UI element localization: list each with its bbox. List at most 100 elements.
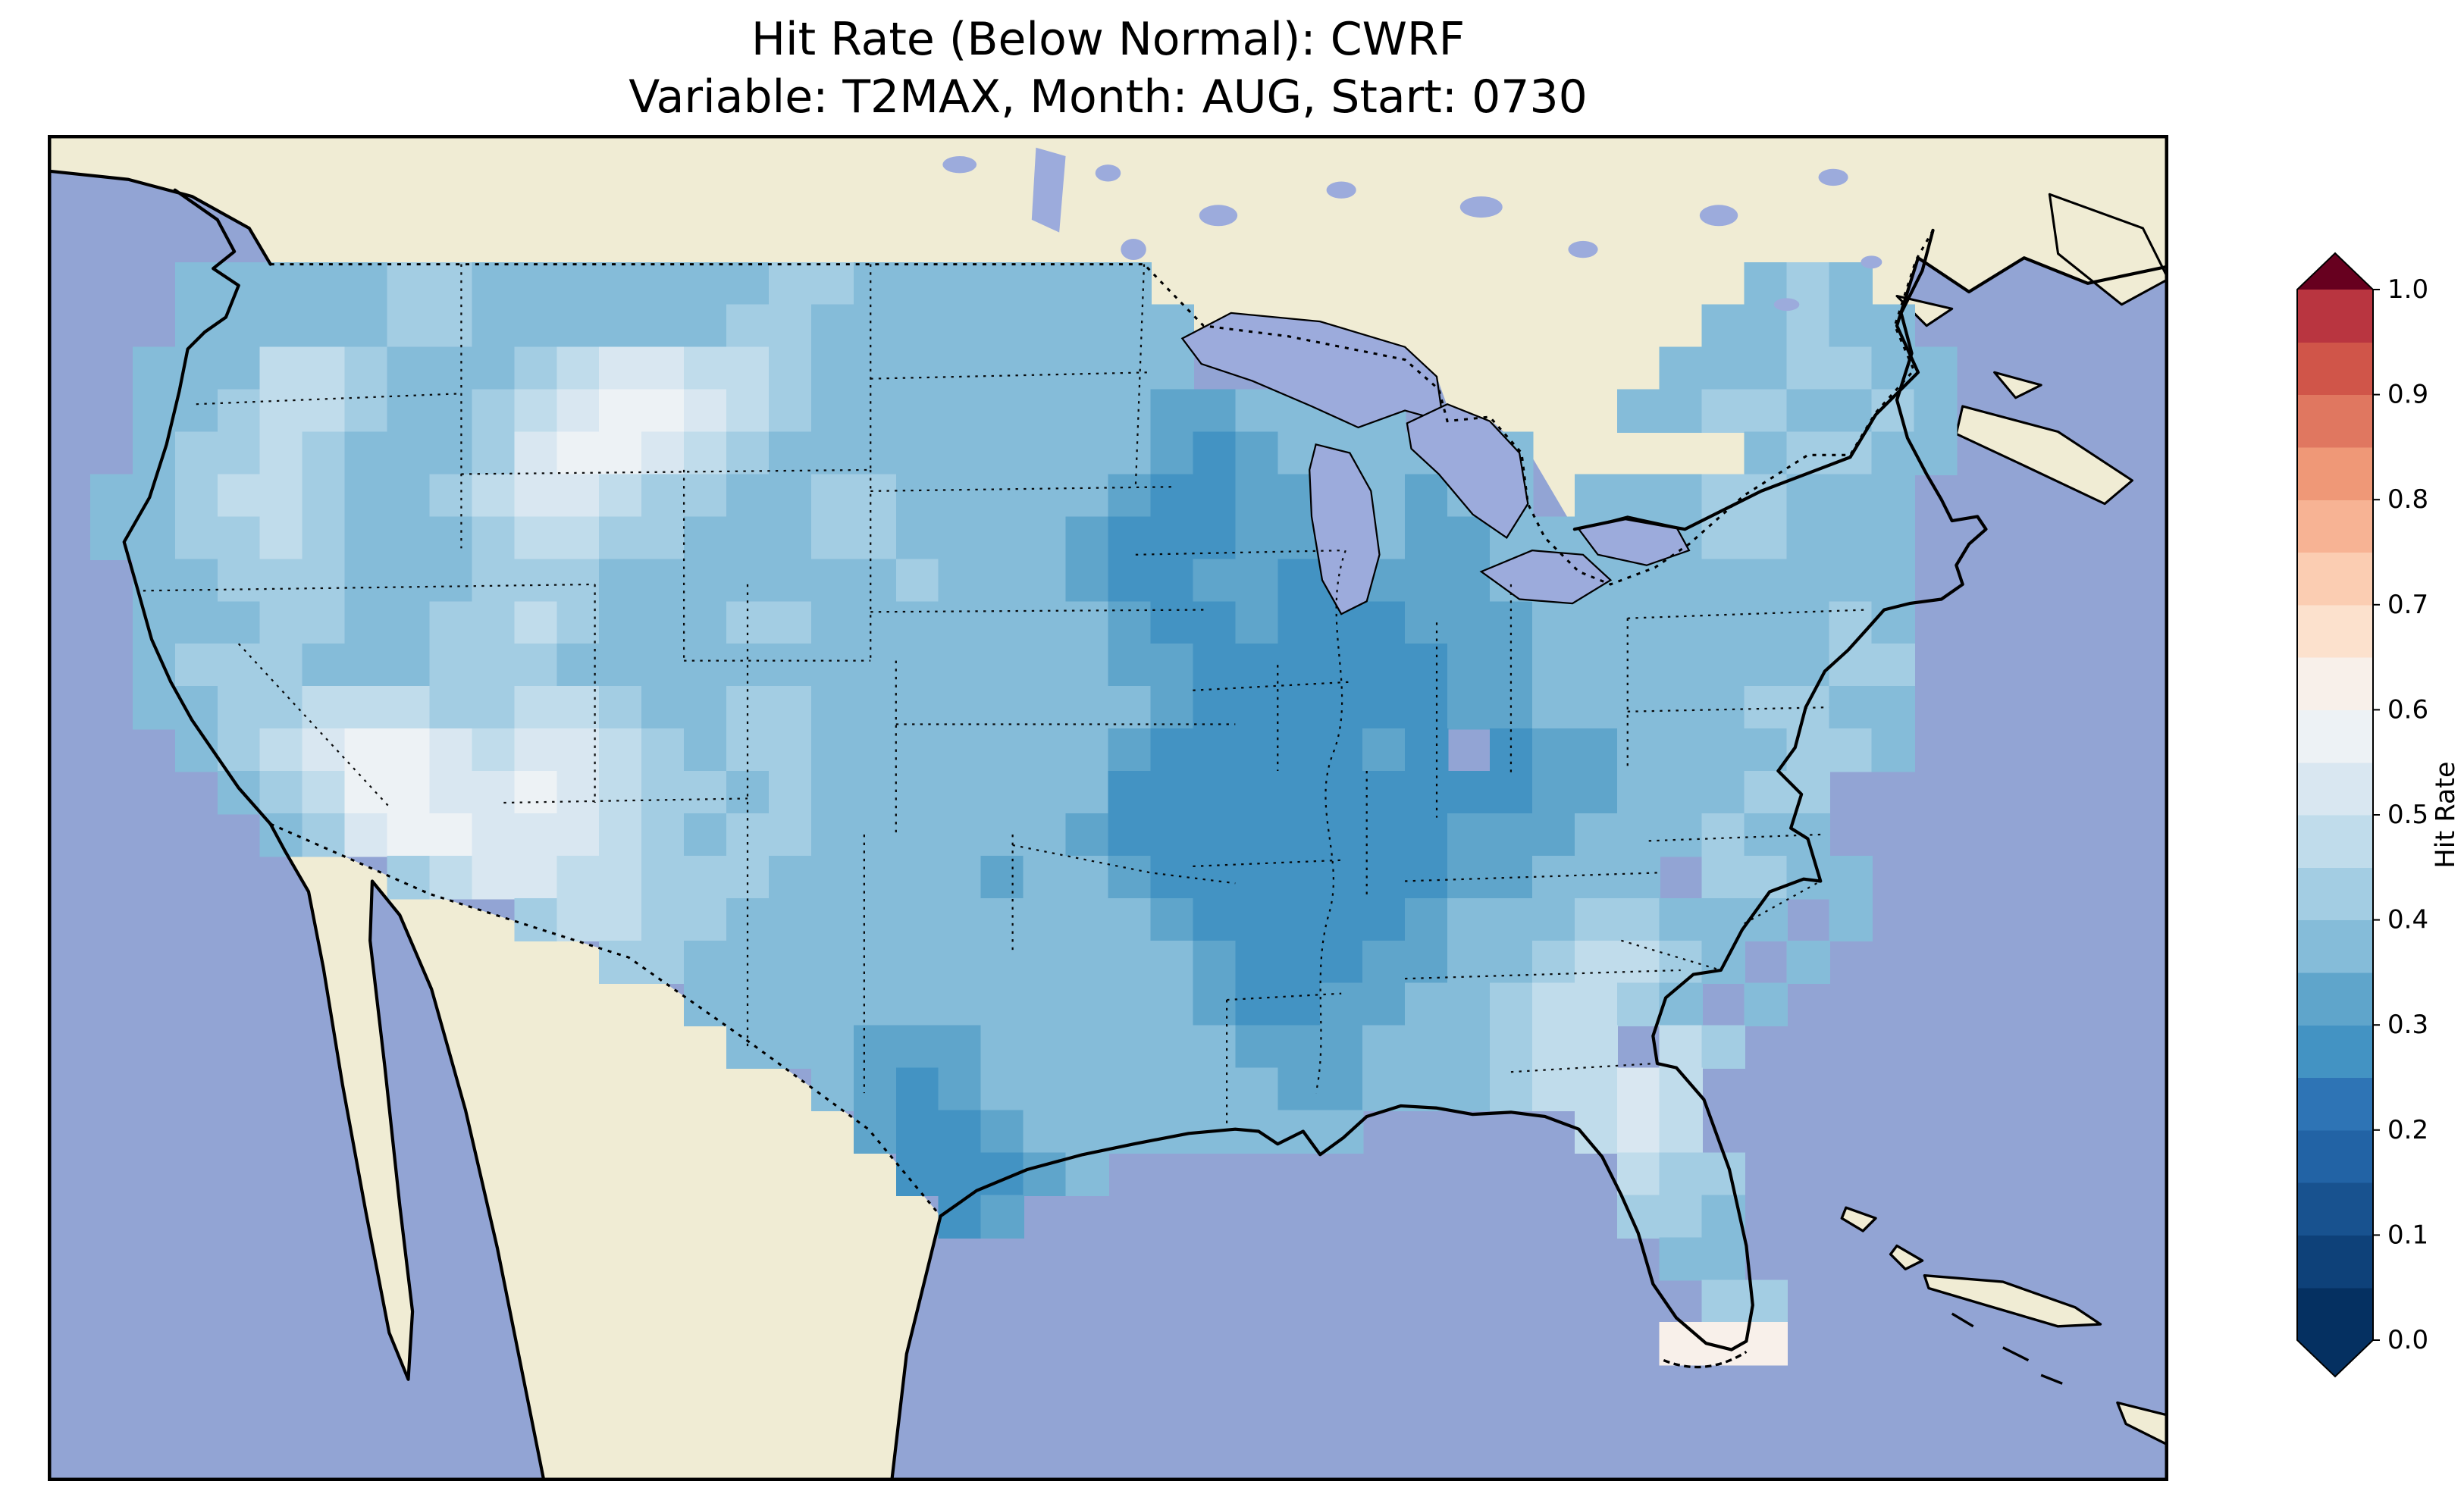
grid-cell <box>938 771 983 815</box>
grid-cell <box>1235 516 1279 560</box>
grid-cell <box>1150 389 1194 433</box>
grid-cell <box>556 728 600 772</box>
grid-cell <box>1065 1110 1109 1154</box>
grid-cell <box>938 601 983 645</box>
grid-cell <box>1193 389 1237 433</box>
grid-cell <box>1023 559 1067 603</box>
colorbar-extend-over-arrow <box>2297 253 2373 290</box>
grid-cell <box>895 686 940 730</box>
maritime-islands <box>1895 193 2168 506</box>
grid-cell <box>1871 474 1915 518</box>
grid-cell <box>980 474 1025 518</box>
grid-cell <box>726 559 770 603</box>
grid-cell <box>344 601 388 645</box>
grid-cell <box>1320 728 1364 772</box>
colorbar-tick-label: 0.1 <box>2387 1220 2428 1250</box>
grid-cell <box>514 474 558 518</box>
grid-cell <box>259 686 304 730</box>
grid-cell <box>1023 474 1067 518</box>
grid-cell <box>174 431 219 475</box>
grid-cell <box>1320 1067 1364 1111</box>
grid-cell <box>684 601 728 645</box>
grid-cell <box>895 516 940 560</box>
grid-cell <box>472 516 516 560</box>
grid-cell <box>302 389 346 433</box>
bahamas-island <box>1840 1206 1877 1232</box>
grid-cell <box>641 516 685 560</box>
grid-cell <box>259 262 304 306</box>
grid-cell <box>684 686 728 730</box>
grid-cell <box>344 389 388 433</box>
grid-cell <box>641 813 685 857</box>
grid-cell <box>1277 686 1321 730</box>
grid-cell <box>1362 855 1406 900</box>
grid-cell <box>1320 897 1364 942</box>
caribbean-islands <box>1663 1206 2168 1447</box>
grid-cell <box>1065 897 1109 942</box>
grid-cell <box>1065 728 1109 772</box>
grid-cell <box>174 474 219 518</box>
grid-cell <box>938 813 983 857</box>
grid-cell <box>1277 771 1321 815</box>
grid-cell <box>429 431 473 475</box>
grid-cell <box>1531 1067 1576 1111</box>
grid-cell <box>1531 644 1576 687</box>
grid-cell <box>472 262 516 306</box>
grid-cell <box>1065 601 1109 645</box>
grid-cell <box>89 474 134 518</box>
grid-cell <box>1616 1110 1661 1154</box>
canada-lake <box>1699 205 1738 227</box>
grid-cell <box>1065 389 1109 433</box>
grid-cell <box>980 1110 1025 1154</box>
grid-cell <box>259 771 304 815</box>
grid-cell <box>1320 644 1364 687</box>
grid-cell <box>1447 1067 1491 1111</box>
lake-erie <box>1479 550 1613 605</box>
grid-cell <box>895 897 940 942</box>
grid-cell <box>1362 1025 1406 1070</box>
mexico-landmass <box>270 823 941 1481</box>
state-borders-west <box>143 264 1014 1094</box>
grid-cell <box>1786 686 1830 730</box>
grid-cell <box>726 601 770 645</box>
grid-cell <box>1786 771 1830 815</box>
grid-cell <box>684 474 728 518</box>
grid-cell <box>1023 1025 1067 1070</box>
grid-cell <box>895 559 940 603</box>
grid-cell <box>1405 601 1449 645</box>
colorbar-tick-label: 1.0 <box>2387 274 2428 305</box>
grid-cell <box>1744 516 1788 560</box>
grid-cell <box>1320 982 1364 1027</box>
grid-cell <box>1320 686 1364 730</box>
grid-cell <box>895 728 940 772</box>
grid-cell <box>1616 982 1661 1027</box>
grid-cell <box>1489 982 1534 1027</box>
grid-cell <box>1362 686 1406 730</box>
state-borders <box>143 264 1867 1127</box>
colorbar-label: Hit Rate <box>2431 761 2461 868</box>
title-line-2: Variable: T2MAX, Month: AUG, Start: 0730 <box>629 70 1588 124</box>
grid-cell <box>1447 855 1491 900</box>
grid-cell <box>1829 897 1873 942</box>
grid-cell <box>1193 728 1237 772</box>
grid-cell <box>980 897 1025 942</box>
grid-cell <box>853 982 898 1027</box>
grid-cell <box>1786 474 1830 518</box>
grid-cell <box>1108 389 1152 433</box>
grid-cell <box>1829 644 1873 687</box>
grid-cell <box>1786 601 1830 645</box>
grid-cell <box>1150 897 1194 942</box>
grid-cell <box>810 262 855 306</box>
grid-cell <box>514 346 558 391</box>
grid-cell <box>726 771 770 815</box>
grid-cell <box>1574 982 1619 1027</box>
grid-cell <box>641 686 685 730</box>
grid-cell <box>1193 897 1237 942</box>
grid-cell <box>556 813 600 857</box>
grid-cell <box>1659 1322 1704 1366</box>
grid-cell <box>217 474 262 518</box>
grid-cell <box>1023 304 1067 349</box>
grid-cell <box>1023 982 1067 1027</box>
grid-cell <box>429 474 473 518</box>
grid-cell <box>472 304 516 349</box>
